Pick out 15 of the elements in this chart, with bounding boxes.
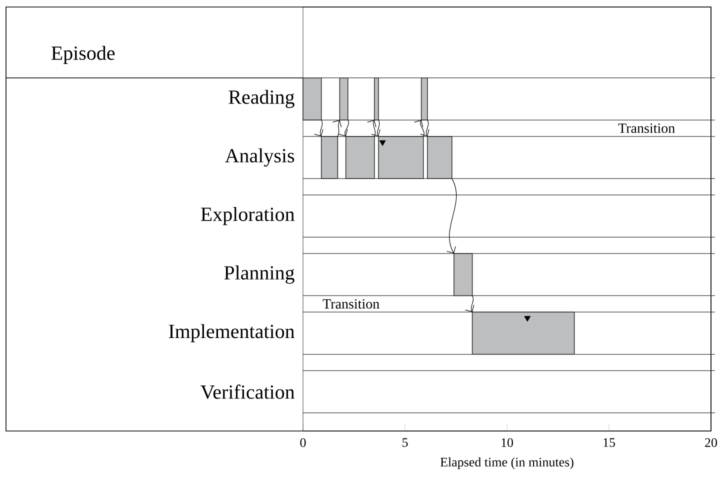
y-tick-label: Verification xyxy=(200,384,295,399)
y-tick-label: Analysis xyxy=(224,148,294,167)
y-axis-title: Episode xyxy=(51,46,115,64)
y-tick-label: Reading xyxy=(228,90,294,108)
annotation: Transition xyxy=(618,124,675,133)
y-tick-label: Implementation xyxy=(168,324,295,342)
annotation: Transition xyxy=(322,299,380,309)
x-tick-label: 10 xyxy=(502,438,513,447)
x-tick-label: 15 xyxy=(604,438,615,447)
x-tick-label: 5 xyxy=(402,438,408,447)
x-axis-title: Elapsed time (in minutes) xyxy=(440,457,574,470)
x-tick-label: 0 xyxy=(300,438,306,447)
y-tick-label: Planning xyxy=(224,266,294,284)
y-tick-label: Exploration xyxy=(200,207,295,226)
x-tick-label: 20 xyxy=(705,438,717,447)
